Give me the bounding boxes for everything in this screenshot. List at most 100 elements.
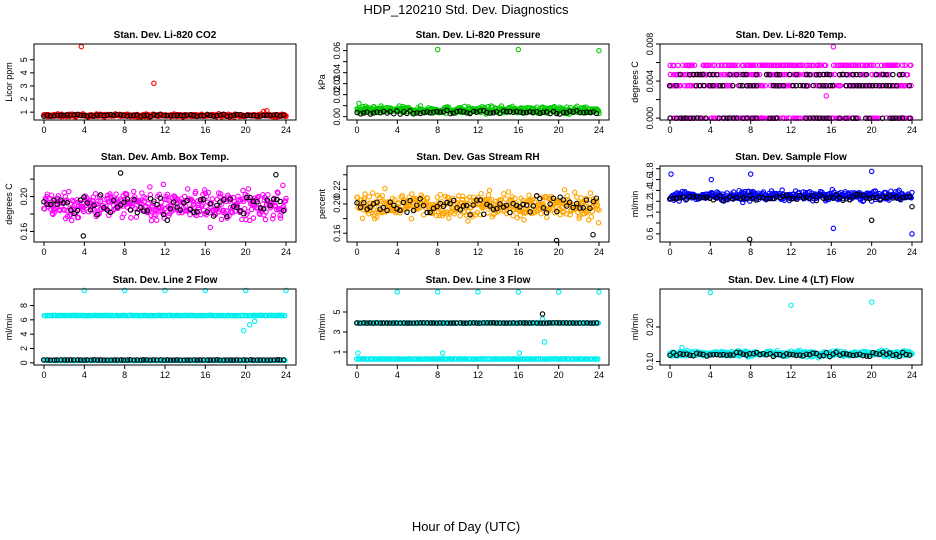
data-point — [79, 203, 86, 210]
data-point — [557, 194, 563, 200]
data-point — [254, 113, 260, 119]
data-point — [91, 113, 97, 120]
data-point — [194, 209, 200, 215]
data-point — [434, 46, 441, 53]
y-tick-label: 3 — [19, 83, 29, 88]
data-point — [190, 112, 197, 119]
data-point — [81, 112, 87, 119]
data-point — [700, 82, 707, 89]
data-point — [400, 199, 407, 206]
data-point — [207, 224, 214, 231]
data-point — [537, 195, 543, 202]
data-point — [707, 83, 713, 89]
panel-4: Stan. Dev. Amb. Box Temp.degrees C0 4 8 12 1… — [4, 152, 297, 257]
y-axis: 0.160.20 — [19, 178, 34, 240]
data-point — [667, 195, 673, 202]
x-tick-label: 12 — [160, 247, 170, 257]
data-point — [214, 112, 220, 119]
data-point — [747, 82, 753, 89]
y-tick-label: 0.02 — [332, 86, 342, 104]
data-point — [500, 208, 506, 214]
x-tick-label: 20 — [867, 370, 877, 380]
data-point — [570, 204, 576, 211]
data-point — [883, 82, 890, 89]
data-point — [117, 202, 124, 208]
data-point — [254, 199, 260, 205]
data-point — [720, 83, 726, 89]
data-point — [263, 112, 270, 119]
data-point — [896, 196, 903, 202]
y-axis-label: ml/min — [4, 314, 14, 341]
data-point — [886, 83, 893, 89]
x-tick-label: 20 — [554, 247, 564, 257]
data-point — [450, 197, 457, 204]
data-point — [906, 82, 913, 89]
data-point — [404, 110, 410, 117]
data-point — [104, 112, 110, 118]
data-point — [424, 195, 431, 202]
data-point — [710, 62, 716, 68]
panel-title: Stan. Dev. Line 3 Flow — [426, 275, 531, 286]
data-point — [767, 195, 773, 202]
data-point — [382, 209, 389, 215]
data-point — [690, 194, 697, 200]
y-axis-label: kPa — [317, 74, 327, 90]
data-point — [487, 110, 494, 116]
data-point — [797, 82, 803, 89]
data-point — [900, 194, 906, 201]
y-tick-label: 0.10 — [645, 353, 655, 371]
panel-title: Stan. Dev. Sample Flow — [735, 152, 847, 163]
data-point — [270, 112, 277, 118]
data-point — [840, 71, 846, 78]
data-point — [850, 83, 857, 89]
data-point — [507, 108, 513, 115]
y-tick-label: 4 — [19, 332, 29, 337]
data-points — [667, 289, 915, 361]
data-point — [141, 198, 148, 204]
x-axis: 0 4 8 12 16 20 24 — [354, 242, 604, 257]
y-tick-label: 0.004 — [645, 70, 655, 93]
data-point — [753, 71, 760, 78]
x-tick-label: 8 — [748, 247, 753, 257]
data-point — [71, 112, 77, 118]
data-point — [780, 193, 787, 200]
data-point — [151, 198, 157, 204]
data-point — [408, 215, 415, 222]
x-tick-label: 0 — [41, 247, 46, 257]
data-point — [220, 207, 227, 214]
data-point — [267, 202, 273, 209]
data-point — [369, 210, 376, 216]
data-point — [370, 207, 377, 213]
plot-frame — [346, 288, 610, 366]
y-axis: 0.61.01.21.41.61.8 — [645, 162, 660, 240]
data-point — [121, 211, 127, 217]
data-point — [154, 112, 160, 119]
y-tick-label: 1.8 — [645, 162, 655, 175]
data-point — [756, 194, 763, 201]
data-point — [793, 71, 800, 78]
data-point — [447, 200, 453, 207]
data-point — [733, 71, 740, 78]
data-point — [822, 62, 829, 69]
data-point — [459, 193, 466, 200]
data-point — [843, 71, 850, 78]
data-point — [731, 71, 737, 78]
data-point — [201, 187, 208, 193]
x-tick-label: 20 — [241, 247, 251, 257]
y-tick-label: 3 — [332, 329, 342, 334]
data-point — [197, 196, 204, 203]
data-point — [886, 71, 892, 78]
data-point — [524, 202, 530, 208]
data-point — [78, 43, 85, 50]
data-point — [240, 198, 247, 205]
data-point — [177, 207, 184, 213]
x-tick-label: 8 — [122, 125, 127, 135]
x-tick-label: 4 — [395, 370, 400, 380]
data-point — [749, 115, 756, 122]
data-point — [593, 195, 600, 201]
data-point — [420, 109, 427, 116]
data-point — [407, 107, 413, 114]
data-point — [846, 197, 853, 203]
